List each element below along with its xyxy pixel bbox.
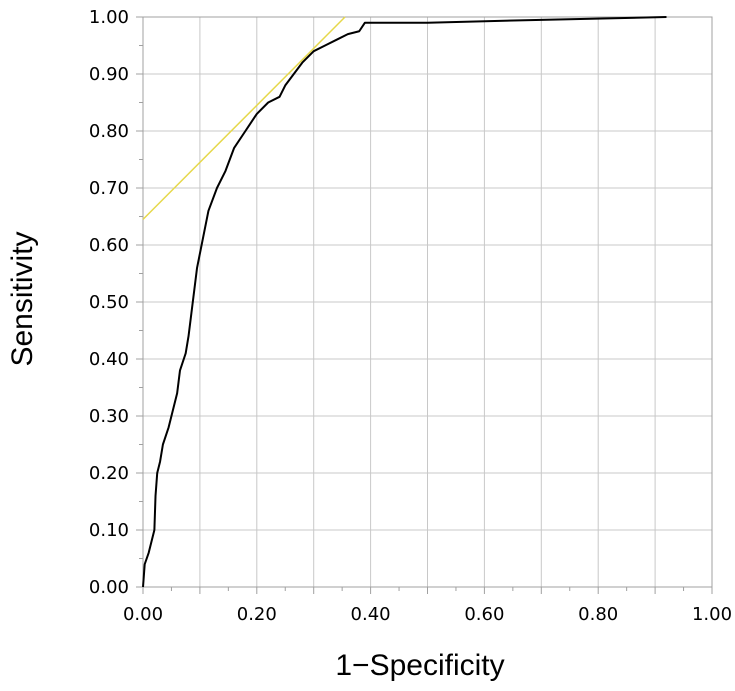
minor-ticks	[136, 16, 713, 594]
x-axis-title: 1−Specificity	[335, 649, 504, 682]
y-tick-label: 0.90	[89, 64, 129, 85]
x-tick-labels: 0.00 0.20 0.40 0.60 0.80 1.00	[123, 604, 732, 625]
x-tick-label: 0.40	[351, 604, 391, 625]
roc-curve-line	[142, 16, 667, 588]
x-tick-label: 0.80	[578, 604, 618, 625]
y-tick-label: 0.40	[89, 349, 129, 370]
series-layer	[142, 16, 667, 588]
y-tick-label: 0.70	[89, 178, 129, 199]
grid	[143, 17, 712, 587]
y-axis-title: Sensitivity	[6, 231, 39, 366]
y-tick-label: 0.20	[89, 463, 129, 484]
y-tick-label: 0.00	[89, 577, 129, 598]
y-tick-label: 0.80	[89, 121, 129, 142]
x-tick-label: 0.20	[237, 604, 277, 625]
y-tick-label: 0.30	[89, 406, 129, 427]
y-tick-label: 1.00	[89, 7, 129, 28]
y-tick-label: 0.60	[89, 235, 129, 256]
x-tick-label: 1.00	[692, 604, 732, 625]
x-tick-label: 0.00	[123, 604, 163, 625]
tangent-reference-line	[142, 16, 346, 220]
y-tick-label: 0.10	[89, 520, 129, 541]
plot-frame	[142, 16, 713, 588]
y-tick-label: 0.50	[89, 292, 129, 313]
x-tick-label: 0.60	[464, 604, 504, 625]
y-tick-labels: 0.00 0.10 0.20 0.30 0.40 0.50 0.60 0.70 0.80 0.90…	[89, 7, 129, 598]
